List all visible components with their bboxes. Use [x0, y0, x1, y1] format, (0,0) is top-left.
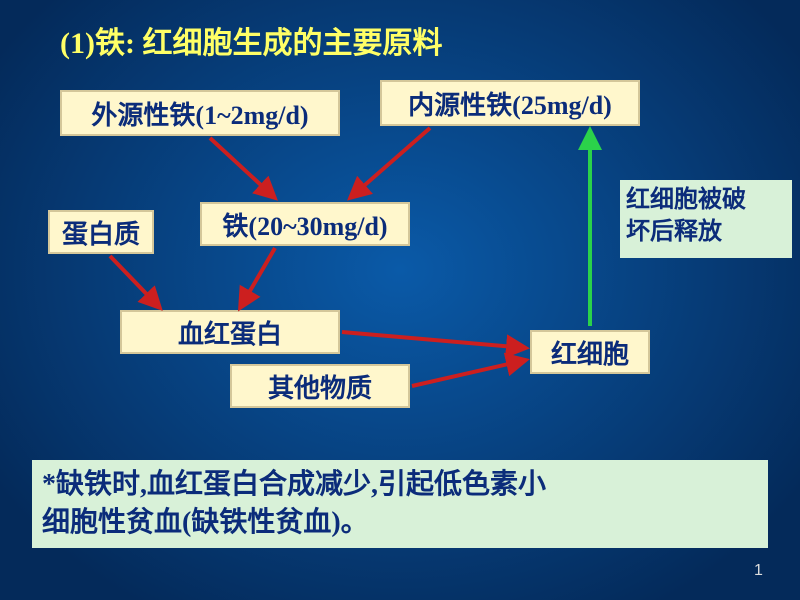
- box-red-blood-cell: 红细胞: [530, 330, 650, 374]
- box-endogenous-iron: 内源性铁(25mg/d): [380, 80, 640, 126]
- page-number: 1: [754, 562, 763, 580]
- box-other-material: 其他物质: [230, 364, 410, 408]
- box-exogenous-iron: 外源性铁(1~2mg/d): [60, 90, 340, 136]
- side-note-release: 红细胞被破 坏后释放: [620, 180, 792, 258]
- box-protein: 蛋白质: [48, 210, 154, 254]
- footer-line2: 细胞性贫血(缺铁性贫血)。: [42, 507, 369, 538]
- box-hemoglobin: 血红蛋白: [120, 310, 340, 354]
- footer-note: *缺铁时,血红蛋白合成减少,引起低色素小 细胞性贫血(缺铁性贫血)。: [32, 460, 768, 548]
- side-note-line1: 红细胞被破: [626, 187, 746, 213]
- footer-line1: *缺铁时,血红蛋白合成减少,引起低色素小: [42, 469, 546, 500]
- box-iron-total: 铁(20~30mg/d): [200, 202, 410, 246]
- slide-title: (1)铁: 红细胞生成的主要原料: [60, 18, 442, 62]
- side-note-line2: 坏后释放: [626, 219, 722, 245]
